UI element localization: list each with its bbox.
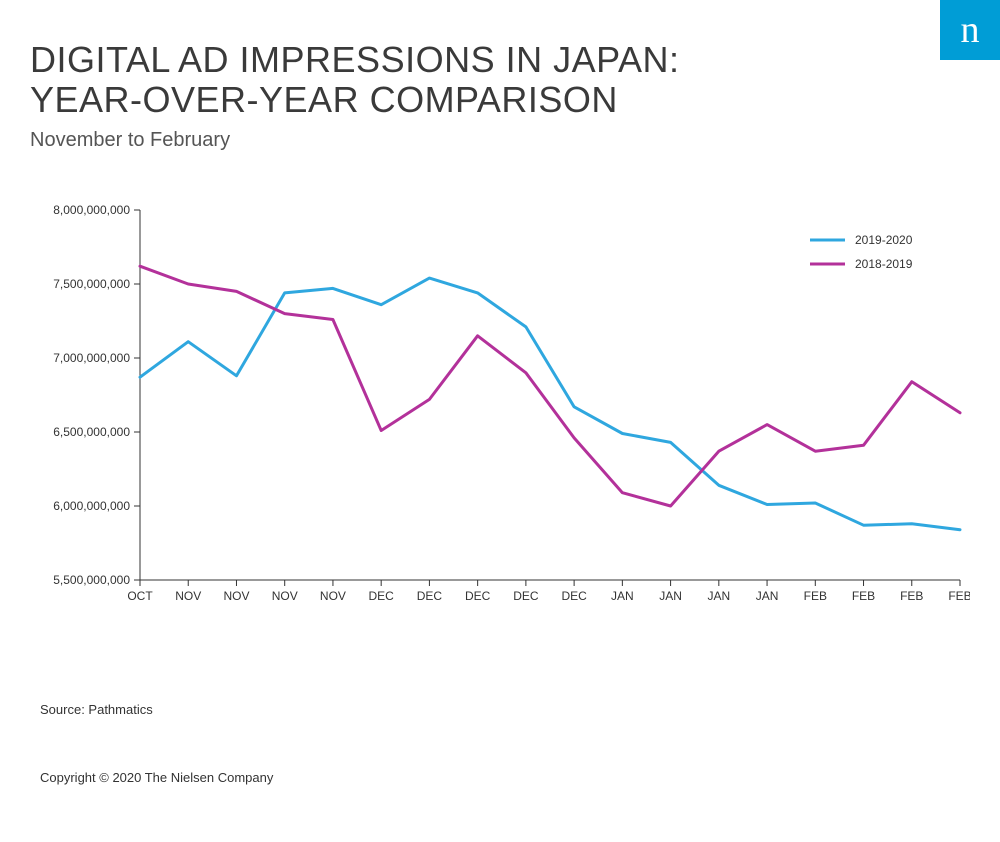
page-root: n DIGITAL AD IMPRESSIONS IN JAPAN: YEAR-… bbox=[0, 0, 1000, 842]
x-tick-label: OCT bbox=[127, 589, 153, 603]
x-tick-label: FEB bbox=[900, 589, 923, 603]
x-tick-label: FEB bbox=[804, 589, 827, 603]
copyright-notice: Copyright © 2020 The Nielsen Company bbox=[40, 770, 273, 785]
line-chart: 5,500,000,000 6,000,000,000 6,500,000,000 7… bbox=[30, 200, 970, 640]
data-line bbox=[140, 266, 960, 506]
line-chart-svg: 5,500,000,000 6,000,000,000 6,500,000,000 7… bbox=[30, 200, 970, 640]
y-tick-label: 7,000,000,000 bbox=[53, 351, 130, 365]
x-tick-label: NOV bbox=[223, 589, 249, 603]
page-title-line2: YEAR-OVER-YEAR COMPARISON bbox=[30, 80, 920, 120]
y-tick-label: 8,000,000,000 bbox=[53, 203, 130, 217]
x-tick-label: DEC bbox=[465, 589, 491, 603]
x-tick-label: DEC bbox=[561, 589, 587, 603]
title-block: DIGITAL AD IMPRESSIONS IN JAPAN: YEAR-OV… bbox=[30, 40, 920, 152]
x-tick-label: DEC bbox=[417, 589, 443, 603]
x-tick-label: NOV bbox=[272, 589, 298, 603]
x-tick-label: JAN bbox=[659, 589, 682, 603]
x-tick-label: DEC bbox=[369, 589, 395, 603]
x-tick-label: JAN bbox=[611, 589, 634, 603]
y-tick-label: 7,500,000,000 bbox=[53, 277, 130, 291]
x-tick-label: DEC bbox=[513, 589, 539, 603]
y-tick-label: 6,500,000,000 bbox=[53, 425, 130, 439]
x-tick-label: NOV bbox=[175, 589, 201, 603]
x-tick-label: FEB bbox=[948, 589, 970, 603]
x-tick-label: FEB bbox=[852, 589, 875, 603]
x-tick-label: JAN bbox=[707, 589, 730, 603]
x-tick-label: JAN bbox=[756, 589, 779, 603]
y-tick-label: 5,500,000,000 bbox=[53, 573, 130, 587]
legend-label: 2018-2019 bbox=[855, 257, 913, 271]
page-title-line1: DIGITAL AD IMPRESSIONS IN JAPAN: bbox=[30, 40, 920, 80]
y-tick-label: 6,000,000,000 bbox=[53, 499, 130, 513]
legend-label: 2019-2020 bbox=[855, 233, 913, 247]
x-tick-label: NOV bbox=[320, 589, 346, 603]
page-subtitle: November to February bbox=[30, 129, 920, 152]
brand-logo: n bbox=[940, 0, 1000, 60]
brand-logo-letter: n bbox=[961, 11, 980, 49]
source-attribution: Source: Pathmatics bbox=[40, 702, 153, 717]
